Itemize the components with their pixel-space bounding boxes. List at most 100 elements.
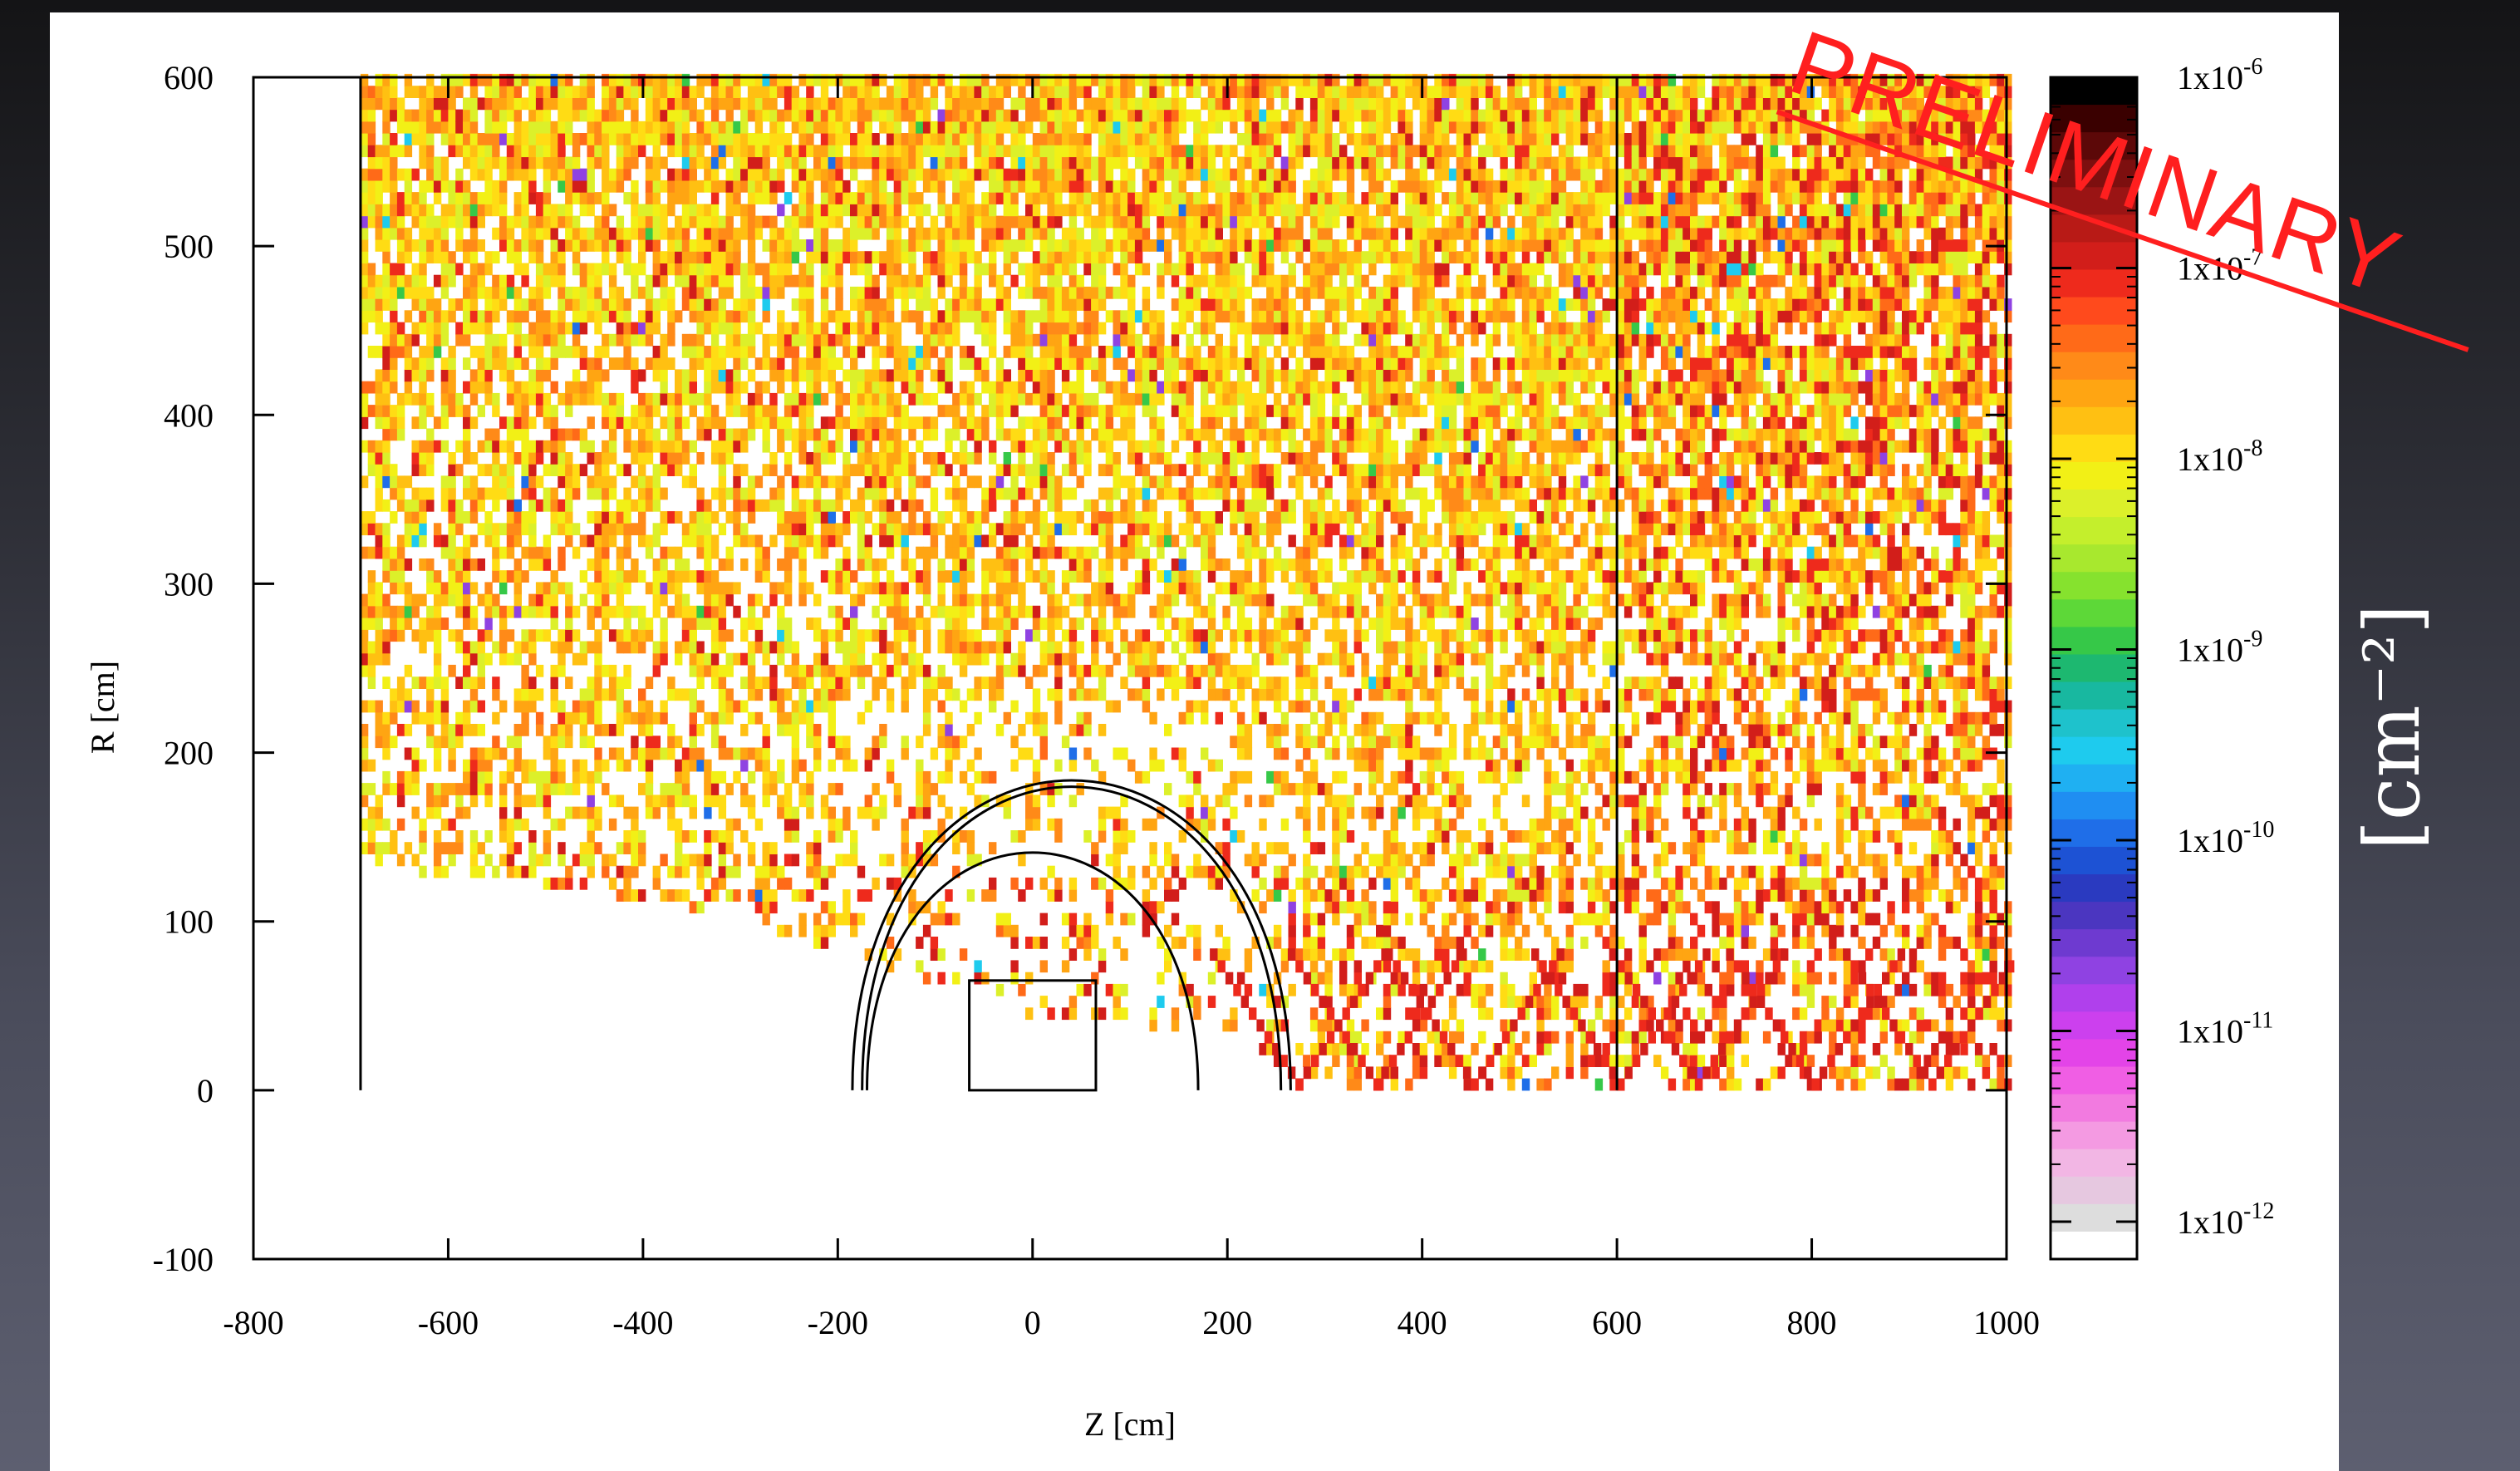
heatmap-cell <box>828 239 836 252</box>
heatmap-cell <box>806 854 814 867</box>
heatmap-cell <box>850 369 858 382</box>
heatmap-cell <box>1098 629 1107 642</box>
heatmap-cell <box>1091 392 1099 406</box>
heatmap-cell <box>1032 499 1041 512</box>
heatmap-cell <box>835 381 843 394</box>
heatmap-cell <box>1018 133 1026 145</box>
heatmap-cell <box>754 381 764 394</box>
heatmap-cell <box>901 192 909 204</box>
heatmap-cell <box>966 192 975 204</box>
heatmap-cell <box>1047 145 1055 158</box>
heatmap-cell <box>419 322 427 335</box>
heatmap-cell <box>513 842 522 854</box>
heatmap-cell <box>1068 392 1078 406</box>
heatmap-cell <box>433 251 442 263</box>
heatmap-cell <box>842 641 851 654</box>
heatmap-cell <box>995 605 1005 618</box>
heatmap-cell <box>602 475 610 489</box>
heatmap-cell <box>916 346 924 358</box>
heatmap-cell <box>1120 392 1128 406</box>
heatmap-cell <box>1091 357 1099 370</box>
heatmap-cell <box>916 842 924 854</box>
heatmap-cell <box>572 700 581 713</box>
heatmap-cell <box>1061 263 1070 276</box>
heatmap-cell <box>1054 145 1063 158</box>
heatmap-cell <box>506 629 515 642</box>
heatmap-cell <box>1076 239 1084 252</box>
heatmap-cell <box>1054 156 1063 170</box>
heatmap-cell <box>1039 298 1048 311</box>
heatmap-cell <box>1039 405 1048 417</box>
heatmap-cell <box>1083 452 1092 465</box>
heatmap-cell <box>1091 109 1099 122</box>
heatmap-cell <box>660 121 668 134</box>
heatmap-cell <box>587 227 595 240</box>
heatmap-cell <box>813 452 822 465</box>
heatmap-cell <box>857 440 866 453</box>
heatmap-cell <box>696 605 705 618</box>
heatmap-cell <box>813 877 822 890</box>
heatmap-cell <box>1018 215 1026 229</box>
heatmap-cell <box>565 523 573 536</box>
heatmap-cell <box>681 86 690 98</box>
heatmap-cell <box>433 346 442 358</box>
heatmap-cell <box>645 747 654 760</box>
heatmap-cell <box>631 475 639 489</box>
heatmap-cell <box>835 416 843 430</box>
heatmap-cell <box>1091 322 1099 335</box>
heatmap-cell <box>1010 511 1019 524</box>
heatmap-cell <box>375 97 383 111</box>
heatmap-cell <box>528 558 537 571</box>
heatmap-cell <box>798 73 807 86</box>
heatmap-cell <box>952 558 960 571</box>
heatmap-cell <box>813 251 822 263</box>
heatmap-cell <box>696 73 705 86</box>
heatmap-cell <box>367 286 376 299</box>
heatmap-cell <box>1010 937 1019 949</box>
heatmap-cell <box>710 534 720 548</box>
heatmap-cell <box>572 428 581 441</box>
heatmap-cell <box>1047 795 1055 808</box>
heatmap-cell <box>616 322 625 335</box>
heatmap-cell <box>390 428 398 441</box>
heatmap-cell <box>1091 251 1099 263</box>
heatmap-cell <box>667 180 675 193</box>
heatmap-cell <box>989 156 997 170</box>
heatmap-cell <box>835 582 843 595</box>
heatmap-cell <box>1054 298 1063 311</box>
heatmap-cell <box>1054 333 1063 347</box>
heatmap-cell <box>1068 593 1078 607</box>
heatmap-cell <box>499 440 508 453</box>
heatmap-cell <box>886 86 895 98</box>
heatmap-cell <box>937 511 946 524</box>
heatmap-cell <box>1091 333 1099 347</box>
heatmap-cell <box>608 286 617 299</box>
heatmap-cell <box>1061 333 1070 347</box>
heatmap-cell <box>543 192 552 204</box>
heatmap-cell <box>754 215 764 229</box>
heatmap-cell <box>602 546 610 559</box>
heatmap-cell <box>681 889 690 902</box>
heatmap-cell <box>558 783 566 795</box>
heatmap-cell <box>857 121 866 134</box>
heatmap-cell <box>499 109 508 122</box>
heatmap-cell <box>864 511 872 524</box>
heatmap-cell <box>966 381 975 394</box>
heatmap-cell <box>747 487 756 500</box>
heatmap-cell <box>762 889 770 902</box>
heatmap-cell <box>543 168 552 181</box>
heatmap-cell <box>857 913 866 926</box>
heatmap-cell <box>1010 239 1019 252</box>
heatmap-cell <box>1105 215 1114 229</box>
heatmap-cell <box>367 842 376 854</box>
heatmap-cell <box>754 747 764 760</box>
heatmap-cell <box>1039 180 1048 193</box>
heatmap-cell <box>937 239 946 252</box>
heatmap-cell <box>747 676 756 689</box>
heatmap-cell <box>1039 168 1048 181</box>
heatmap-cell <box>777 251 785 263</box>
heatmap-cell <box>675 865 683 878</box>
heatmap-cell <box>754 546 764 559</box>
heatmap-cell <box>908 369 916 382</box>
heatmap-cell <box>1039 239 1048 252</box>
